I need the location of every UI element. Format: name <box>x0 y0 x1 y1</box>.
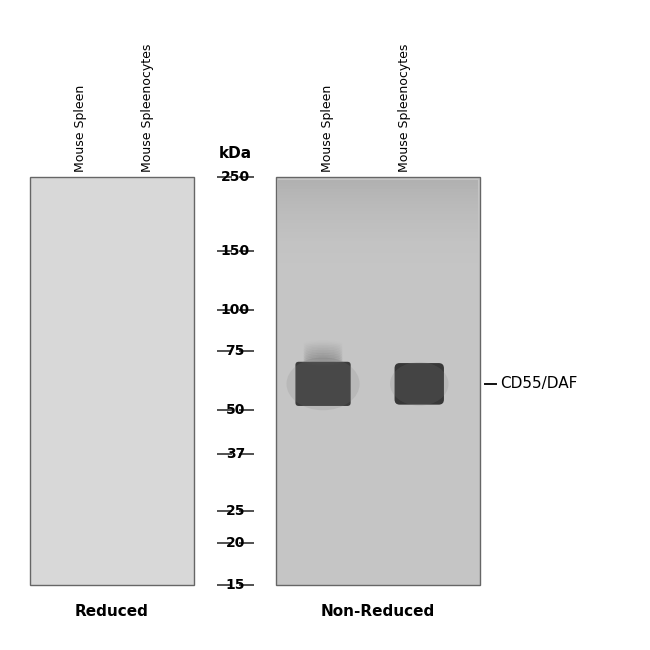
Bar <box>278 214 478 216</box>
Bar <box>278 186 478 189</box>
Text: 25: 25 <box>226 504 245 518</box>
Ellipse shape <box>304 350 343 358</box>
Bar <box>278 250 478 254</box>
Ellipse shape <box>304 358 343 366</box>
Bar <box>278 247 478 250</box>
Bar <box>278 244 478 247</box>
Text: 37: 37 <box>226 447 245 461</box>
Bar <box>278 268 478 272</box>
Ellipse shape <box>287 358 359 410</box>
Text: kDa: kDa <box>219 146 252 161</box>
Bar <box>278 183 478 186</box>
Ellipse shape <box>304 352 343 359</box>
Ellipse shape <box>390 362 448 406</box>
Bar <box>278 256 478 259</box>
FancyBboxPatch shape <box>395 363 444 405</box>
Bar <box>278 211 478 214</box>
Text: CD55/DAF: CD55/DAF <box>500 376 577 391</box>
Text: 150: 150 <box>221 244 250 258</box>
Bar <box>278 232 478 235</box>
Bar <box>278 195 478 198</box>
Bar <box>278 205 478 207</box>
FancyBboxPatch shape <box>295 362 351 406</box>
Bar <box>278 220 478 223</box>
Text: Reduced: Reduced <box>75 604 149 619</box>
Ellipse shape <box>304 353 343 361</box>
Text: 15: 15 <box>226 578 245 592</box>
Bar <box>278 223 478 226</box>
Bar <box>30 177 194 585</box>
Ellipse shape <box>304 355 343 363</box>
Bar <box>278 238 478 241</box>
Ellipse shape <box>304 348 343 356</box>
Bar <box>278 263 478 266</box>
Bar <box>278 226 478 229</box>
Text: 250: 250 <box>221 170 250 184</box>
Bar <box>278 254 478 256</box>
Bar <box>278 259 478 263</box>
Text: Mouse Spleenocytes: Mouse Spleenocytes <box>398 43 411 172</box>
Bar <box>278 241 478 244</box>
Text: 75: 75 <box>226 344 245 359</box>
Bar <box>278 266 478 268</box>
Bar <box>278 202 478 205</box>
Bar <box>278 189 478 192</box>
Bar <box>278 180 478 183</box>
Text: 100: 100 <box>221 303 250 317</box>
Ellipse shape <box>304 356 343 364</box>
Text: 50: 50 <box>226 403 245 417</box>
Text: Mouse Spleen: Mouse Spleen <box>74 84 87 172</box>
Bar <box>278 216 478 220</box>
Text: Non-Reduced: Non-Reduced <box>321 604 435 619</box>
Text: 20: 20 <box>226 536 245 551</box>
Bar <box>278 198 478 202</box>
Text: Mouse Spleenocytes: Mouse Spleenocytes <box>141 43 154 172</box>
Bar <box>278 207 478 211</box>
Text: Mouse Spleen: Mouse Spleen <box>321 84 334 172</box>
Bar <box>278 192 478 195</box>
Bar <box>278 229 478 232</box>
Bar <box>278 235 478 238</box>
Bar <box>276 177 480 585</box>
